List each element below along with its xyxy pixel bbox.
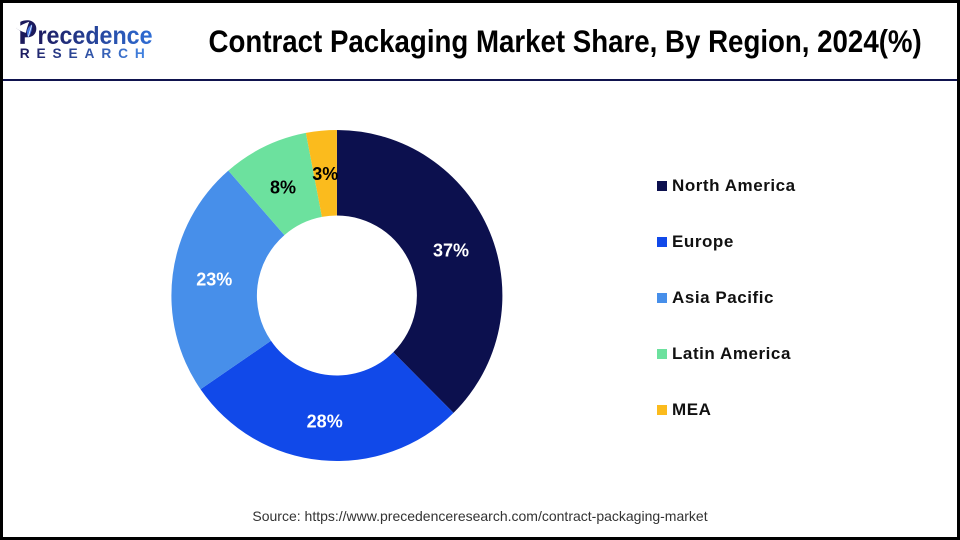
svg-text:28%: 28% bbox=[307, 411, 343, 431]
svg-text:37%: 37% bbox=[433, 240, 469, 260]
svg-text:3%: 3% bbox=[312, 164, 338, 184]
svg-text:8%: 8% bbox=[270, 177, 296, 197]
svg-text:RESEARCH: RESEARCH bbox=[20, 45, 152, 61]
svg-text:23%: 23% bbox=[196, 270, 232, 290]
svg-text:recedence: recedence bbox=[38, 22, 153, 50]
